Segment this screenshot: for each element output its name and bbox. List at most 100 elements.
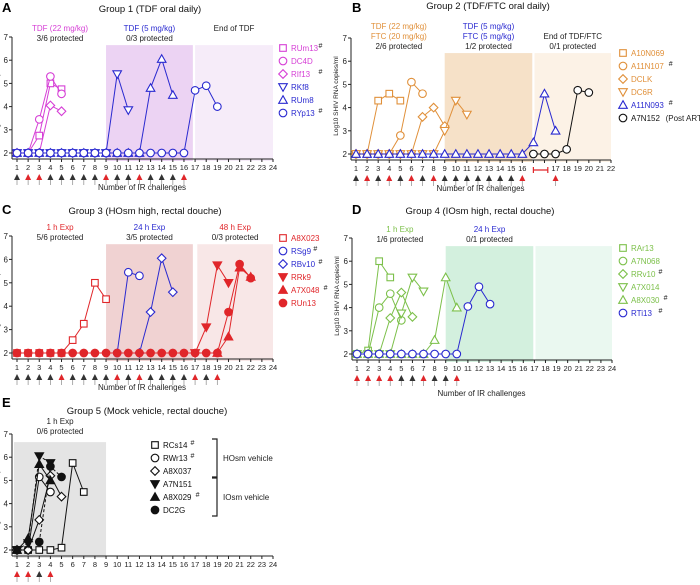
phase-shading bbox=[106, 45, 193, 162]
arrow-head bbox=[103, 374, 110, 380]
arrow-head bbox=[158, 174, 165, 180]
x-tick-label: 11 bbox=[463, 164, 471, 173]
red-challenge-arrow bbox=[136, 374, 143, 385]
black-challenge-arrow bbox=[375, 175, 382, 186]
x-tick-label: 16 bbox=[180, 163, 188, 172]
black-challenge-arrow bbox=[353, 175, 359, 186]
circle-marker bbox=[618, 308, 628, 318]
x-tick-label: 23 bbox=[597, 364, 605, 373]
phase-protected: 5/6 protected bbox=[37, 233, 84, 242]
diamond-marker bbox=[407, 311, 418, 322]
tri-up-marker bbox=[461, 148, 473, 158]
panel-title: Group 2 (TDF/FTC oral daily) bbox=[426, 1, 550, 12]
black-challenge-arrow bbox=[497, 175, 504, 186]
diamond-marker bbox=[23, 544, 34, 556]
arrow-head bbox=[58, 374, 65, 380]
black-challenge-arrow bbox=[14, 374, 20, 385]
black-challenge-arrow bbox=[103, 374, 110, 385]
diamond-marker bbox=[396, 287, 407, 298]
black-challenge-arrow bbox=[47, 374, 54, 385]
arrow-head bbox=[147, 374, 154, 380]
black-challenge-arrow bbox=[14, 174, 20, 185]
arrow-head bbox=[69, 374, 76, 380]
series-A7N152 bbox=[529, 85, 594, 159]
x-tick-label: 24 bbox=[269, 560, 277, 569]
y-tick-label: 4 bbox=[343, 104, 348, 113]
circle-marker bbox=[79, 348, 89, 358]
circle-marker bbox=[57, 348, 66, 358]
legend-suffix: (Post ART) bbox=[666, 114, 700, 123]
y-tick-label: 4 bbox=[4, 302, 9, 311]
red-challenge-arrow bbox=[47, 571, 54, 582]
legend-label: A10N069 bbox=[631, 49, 665, 58]
x-tick-label: 19 bbox=[213, 560, 221, 569]
phase-shading bbox=[534, 53, 611, 162]
arrow-head bbox=[180, 374, 187, 380]
phase-label: 1 h Exp bbox=[46, 417, 74, 426]
x-tick-label: 9 bbox=[443, 164, 447, 173]
group-bracket bbox=[212, 438, 218, 478]
circle-marker bbox=[418, 89, 427, 99]
series-A11N093 bbox=[350, 88, 561, 158]
black-challenge-arrow bbox=[463, 175, 470, 186]
legend-label: RUm8 bbox=[291, 96, 314, 105]
tri-down-marker bbox=[223, 278, 234, 289]
diamond-marker bbox=[34, 514, 45, 525]
square-marker bbox=[68, 336, 77, 344]
legend-item: RRv10 # bbox=[617, 268, 663, 280]
legend-item: DC2G bbox=[150, 505, 185, 515]
black-challenge-arrow bbox=[91, 374, 98, 385]
x-tick-label: 5 bbox=[59, 163, 63, 172]
y-axis-label: Log10 SHIV RNA copies/ml bbox=[333, 56, 340, 136]
hash-mark: # bbox=[191, 453, 195, 460]
x-tick-label: 20 bbox=[224, 163, 232, 172]
circle-marker bbox=[157, 348, 167, 358]
circle-marker bbox=[90, 148, 100, 158]
black-challenge-arrow bbox=[398, 375, 405, 386]
red-challenge-arrow bbox=[519, 175, 526, 186]
legend-item: RUm13 # bbox=[279, 43, 323, 53]
circle-marker bbox=[179, 148, 189, 158]
circle-marker bbox=[101, 148, 111, 158]
legend-item: RYp13 # bbox=[278, 108, 323, 118]
x-tick-label: 3 bbox=[37, 363, 41, 372]
circle-marker bbox=[235, 259, 244, 269]
black-challenge-arrow bbox=[203, 374, 210, 385]
legend-label: RYp13 bbox=[291, 109, 315, 118]
x-tick-label: 24 bbox=[269, 163, 277, 172]
x-tick-label: 5 bbox=[398, 164, 402, 173]
x-tick-label: 23 bbox=[258, 560, 266, 569]
y-tick-label: 5 bbox=[4, 476, 9, 485]
red-challenge-arrow bbox=[25, 571, 32, 582]
black-challenge-arrow bbox=[91, 174, 98, 185]
series-DC2G bbox=[34, 462, 66, 547]
x-axis-label: Number of IR challenges bbox=[98, 383, 186, 392]
x-tick-label: 17 bbox=[191, 363, 199, 372]
tri-up-marker bbox=[34, 458, 45, 469]
y-tick-label: 6 bbox=[4, 453, 9, 462]
hash-mark: # bbox=[191, 440, 195, 447]
legend-item: RSg9 # bbox=[278, 246, 317, 256]
tri-down-marker bbox=[617, 88, 629, 98]
phase-protected: 0/1 protected bbox=[466, 235, 513, 244]
x-tick-label: 21 bbox=[235, 363, 243, 372]
panel-A: TDF (22 mg/kg)3/6 protected TDF (5 mg/kg)… bbox=[0, 0, 323, 192]
series-line bbox=[356, 106, 446, 155]
y-tick-label: 3 bbox=[4, 326, 9, 335]
arrow-head bbox=[441, 175, 448, 181]
y-tick-label: 7 bbox=[4, 232, 9, 241]
y-tick-label: 6 bbox=[4, 56, 9, 65]
y-tick-label: 6 bbox=[343, 57, 348, 66]
circle-marker bbox=[101, 348, 111, 358]
arrow-head bbox=[136, 174, 143, 180]
circle-marker bbox=[540, 149, 549, 159]
y-tick-label: 6 bbox=[4, 255, 9, 264]
x-tick-label: 16 bbox=[519, 364, 527, 373]
square-marker bbox=[35, 131, 44, 140]
x-tick-label: 4 bbox=[388, 364, 392, 373]
circle-marker bbox=[112, 148, 122, 158]
x-tick-label: 12 bbox=[135, 560, 143, 569]
red-challenge-arrow bbox=[386, 175, 393, 186]
art-gap-bar bbox=[532, 167, 549, 173]
arrow-head bbox=[387, 375, 394, 381]
